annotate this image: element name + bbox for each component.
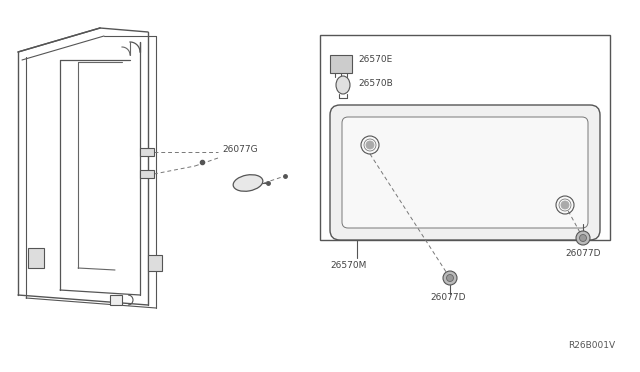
Circle shape (366, 141, 374, 149)
Ellipse shape (336, 76, 350, 94)
Circle shape (561, 201, 569, 209)
Bar (140, 148, 154, 156)
Bar (148, 255, 162, 271)
Text: 26077G: 26077G (222, 144, 258, 154)
FancyBboxPatch shape (342, 117, 588, 228)
Text: 26077D: 26077D (430, 294, 465, 302)
Bar (28, 248, 44, 268)
Text: R26B001V: R26B001V (568, 340, 615, 350)
Circle shape (579, 234, 586, 241)
Bar (140, 170, 154, 178)
Circle shape (576, 231, 590, 245)
Bar (320, 35, 610, 240)
FancyBboxPatch shape (330, 55, 352, 73)
Bar (110, 295, 122, 305)
Text: 26077D: 26077D (565, 248, 600, 257)
FancyBboxPatch shape (330, 105, 600, 240)
Text: 26570B: 26570B (358, 78, 393, 87)
Ellipse shape (233, 175, 263, 191)
Circle shape (447, 275, 454, 282)
Text: 26570M: 26570M (330, 260, 366, 269)
Text: 26570E: 26570E (358, 55, 392, 64)
Circle shape (443, 271, 457, 285)
